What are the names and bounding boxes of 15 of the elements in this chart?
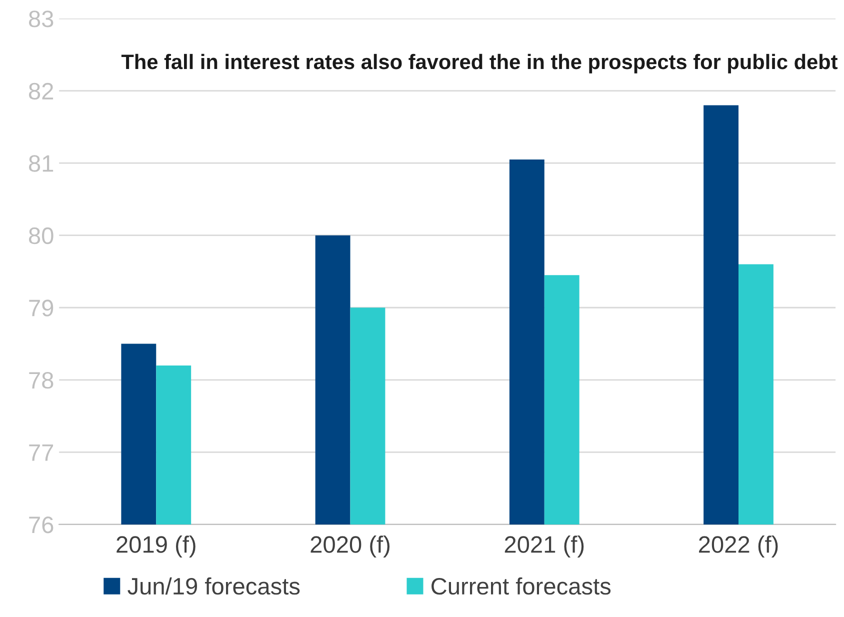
y-tick-label: 83: [28, 10, 54, 28]
y-tick-label: 79: [29, 300, 54, 316]
y-tick-label: 80: [28, 227, 54, 244]
x-tick-label: 2022 (f): [699, 536, 778, 558]
y-tick-label: 78: [29, 372, 54, 389]
y-tick-label: 81: [28, 155, 54, 172]
y-tick-label: 82: [28, 82, 54, 100]
x-tick-label: 2020 (f): [310, 536, 390, 558]
annotation: The fall in interest rates also favored the in the prospects for public debt: [121, 54, 838, 74]
x-tick-label: 2021 (f): [504, 536, 584, 558]
x-tick-label: 2019 (f): [116, 536, 196, 558]
y-tick-label: 77: [29, 444, 54, 461]
legend-label: Jun/19 forecasts: [128, 577, 300, 595]
legend-label: Current forecasts: [432, 577, 611, 595]
y-tick-label: 76: [29, 516, 54, 534]
